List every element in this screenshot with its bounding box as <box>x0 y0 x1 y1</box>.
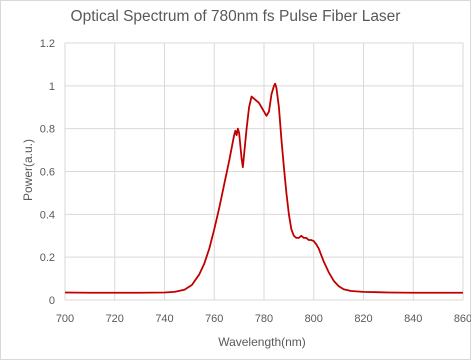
x-tick-label: 760 <box>205 313 223 325</box>
x-tick-label: 780 <box>255 313 273 325</box>
y-tick-label: 1.2 <box>40 38 55 50</box>
y-tick-label: 1 <box>49 81 55 93</box>
x-axis-title: Wavelength(nm) <box>218 335 306 349</box>
series-layer <box>64 82 463 294</box>
x-tick-label: 700 <box>56 313 74 325</box>
chart-title: Optical Spectrum of 780nm fs Pulse Fiber… <box>70 8 401 25</box>
x-tick-label: 720 <box>106 313 124 325</box>
x-tick-label: 860 <box>454 313 471 325</box>
x-tick-label: 740 <box>155 313 173 325</box>
x-tick-label: 820 <box>354 313 372 325</box>
x-tick-label: 800 <box>305 313 323 325</box>
x-tick-label: 840 <box>404 313 422 325</box>
y-axis-title: Power(a.u.) <box>21 139 35 201</box>
y-tick-label: 0.2 <box>40 252 55 264</box>
y-tick-label: 0 <box>49 295 55 307</box>
grid <box>64 42 464 301</box>
y-tick-label: 0.8 <box>40 124 55 136</box>
spectrum-series-line <box>64 82 463 294</box>
y-tick-label: 0.6 <box>40 167 55 179</box>
y-tick-label: 0.4 <box>40 209 55 221</box>
tick-labels: 700 720 740 760 780 800 820 840 860 0 0.2 0.4 0.6 0.8… <box>40 38 471 325</box>
